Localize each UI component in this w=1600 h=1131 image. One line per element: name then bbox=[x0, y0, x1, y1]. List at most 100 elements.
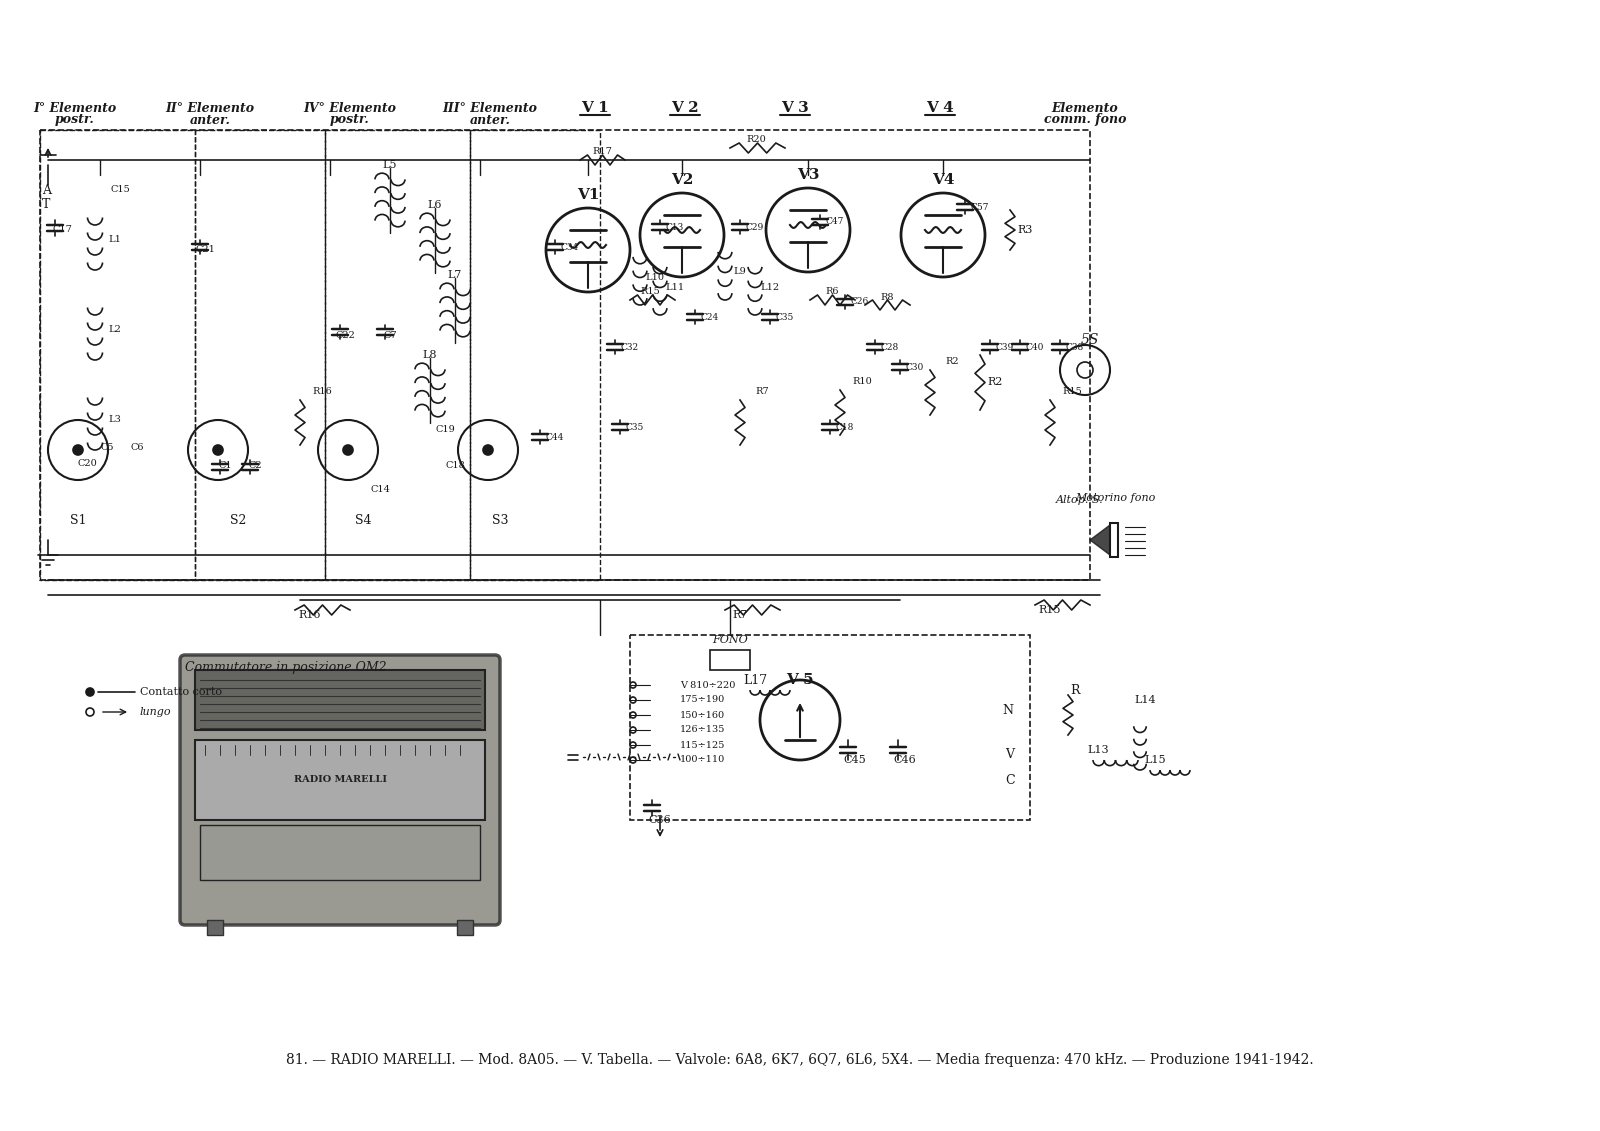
Text: 5S: 5S bbox=[1082, 333, 1099, 347]
Bar bbox=[710, 650, 750, 670]
Text: postr.: postr. bbox=[54, 113, 94, 127]
Text: C40: C40 bbox=[1026, 343, 1045, 352]
Text: II° Elemento: II° Elemento bbox=[165, 102, 254, 114]
Text: L5: L5 bbox=[382, 159, 397, 170]
Text: V: V bbox=[1005, 749, 1014, 761]
Text: L15: L15 bbox=[1144, 756, 1166, 765]
Text: L17: L17 bbox=[742, 673, 766, 687]
Text: C35: C35 bbox=[626, 423, 645, 432]
Text: C32: C32 bbox=[621, 343, 638, 352]
Text: L13: L13 bbox=[1086, 745, 1109, 756]
Bar bbox=[195, 130, 325, 580]
Text: L10: L10 bbox=[645, 273, 664, 282]
Text: V2: V2 bbox=[670, 173, 693, 187]
Text: L12: L12 bbox=[760, 283, 779, 292]
Bar bbox=[458, 920, 474, 935]
Text: C7: C7 bbox=[382, 330, 397, 339]
Text: C5: C5 bbox=[101, 443, 114, 452]
Text: A: A bbox=[42, 183, 51, 197]
Text: C: C bbox=[1005, 774, 1014, 786]
Text: L8: L8 bbox=[422, 349, 437, 360]
Text: C30: C30 bbox=[906, 363, 925, 371]
Text: V3: V3 bbox=[797, 169, 819, 182]
Text: C34: C34 bbox=[562, 242, 579, 251]
Text: Motorino fono: Motorino fono bbox=[1075, 493, 1155, 503]
Text: L7: L7 bbox=[448, 270, 462, 280]
Text: 126÷135: 126÷135 bbox=[680, 725, 725, 734]
Text: 100÷110: 100÷110 bbox=[680, 756, 725, 765]
Text: R15: R15 bbox=[1062, 388, 1082, 397]
Bar bbox=[630, 634, 1030, 820]
Text: Contatto corto: Contatto corto bbox=[141, 687, 222, 697]
Text: Altop. S.: Altop. S. bbox=[1056, 495, 1104, 506]
Text: C20: C20 bbox=[77, 458, 98, 467]
Text: C35: C35 bbox=[776, 312, 794, 321]
Text: postr.: postr. bbox=[330, 113, 370, 127]
Text: C38: C38 bbox=[1066, 343, 1085, 352]
Text: R7: R7 bbox=[733, 610, 747, 620]
Text: V 3: V 3 bbox=[781, 101, 810, 115]
Bar bbox=[40, 130, 195, 580]
Text: R15: R15 bbox=[1038, 605, 1061, 615]
Text: N: N bbox=[1003, 703, 1013, 717]
Text: L9: L9 bbox=[734, 268, 746, 276]
Text: I° Elemento: I° Elemento bbox=[34, 102, 117, 114]
Text: T: T bbox=[42, 199, 50, 211]
Circle shape bbox=[213, 444, 222, 455]
Text: R2: R2 bbox=[946, 357, 958, 366]
Bar bbox=[200, 824, 480, 880]
Text: C14: C14 bbox=[370, 485, 390, 494]
Text: C46: C46 bbox=[894, 756, 917, 765]
Bar bbox=[195, 670, 485, 729]
Text: comm. fono: comm. fono bbox=[1043, 113, 1126, 127]
Text: V1: V1 bbox=[576, 188, 600, 202]
Text: R7: R7 bbox=[755, 388, 770, 397]
Text: III° Elemento: III° Elemento bbox=[443, 102, 538, 114]
Text: C57: C57 bbox=[971, 202, 989, 211]
Text: R17: R17 bbox=[592, 147, 611, 156]
Text: V 5: V 5 bbox=[786, 673, 814, 687]
Text: L2: L2 bbox=[109, 326, 122, 335]
Text: C29: C29 bbox=[746, 223, 765, 232]
Text: C22: C22 bbox=[334, 330, 355, 339]
Text: C1: C1 bbox=[218, 460, 232, 469]
Text: C6: C6 bbox=[130, 443, 144, 452]
Text: L11: L11 bbox=[666, 283, 685, 292]
Text: C28: C28 bbox=[882, 343, 899, 352]
Circle shape bbox=[86, 688, 94, 696]
Text: lungo: lungo bbox=[141, 707, 171, 717]
Text: C26: C26 bbox=[851, 297, 869, 307]
Text: C44: C44 bbox=[546, 432, 565, 441]
Text: C13: C13 bbox=[666, 223, 685, 232]
Text: L1: L1 bbox=[109, 235, 122, 244]
Text: V 4: V 4 bbox=[926, 101, 954, 115]
Text: C18: C18 bbox=[835, 423, 854, 432]
Text: C24: C24 bbox=[701, 312, 718, 321]
Text: Elemento: Elemento bbox=[1051, 102, 1118, 114]
Text: V 2: V 2 bbox=[670, 101, 699, 115]
Bar bbox=[195, 740, 485, 820]
Text: V4: V4 bbox=[931, 173, 954, 187]
Text: C15: C15 bbox=[110, 185, 130, 195]
Text: V 810÷220: V 810÷220 bbox=[680, 681, 736, 690]
Circle shape bbox=[205, 830, 245, 870]
Circle shape bbox=[74, 444, 83, 455]
Text: L3: L3 bbox=[109, 415, 122, 424]
Text: C39: C39 bbox=[995, 343, 1014, 352]
Text: R: R bbox=[1070, 683, 1080, 697]
Text: FONO: FONO bbox=[712, 634, 747, 645]
Text: R2: R2 bbox=[987, 377, 1003, 387]
Text: S2: S2 bbox=[230, 513, 246, 527]
Text: R3: R3 bbox=[1018, 225, 1032, 235]
Text: anter.: anter. bbox=[469, 113, 510, 127]
Text: 175÷190: 175÷190 bbox=[680, 696, 725, 705]
Text: V 1: V 1 bbox=[581, 101, 610, 115]
Text: S3: S3 bbox=[493, 513, 509, 527]
Text: R20: R20 bbox=[746, 136, 766, 145]
Circle shape bbox=[483, 444, 493, 455]
Text: C21: C21 bbox=[195, 245, 214, 254]
Text: R15: R15 bbox=[640, 287, 659, 296]
Text: C36: C36 bbox=[648, 815, 672, 824]
Text: R16: R16 bbox=[312, 388, 331, 397]
Text: C2: C2 bbox=[248, 460, 262, 469]
